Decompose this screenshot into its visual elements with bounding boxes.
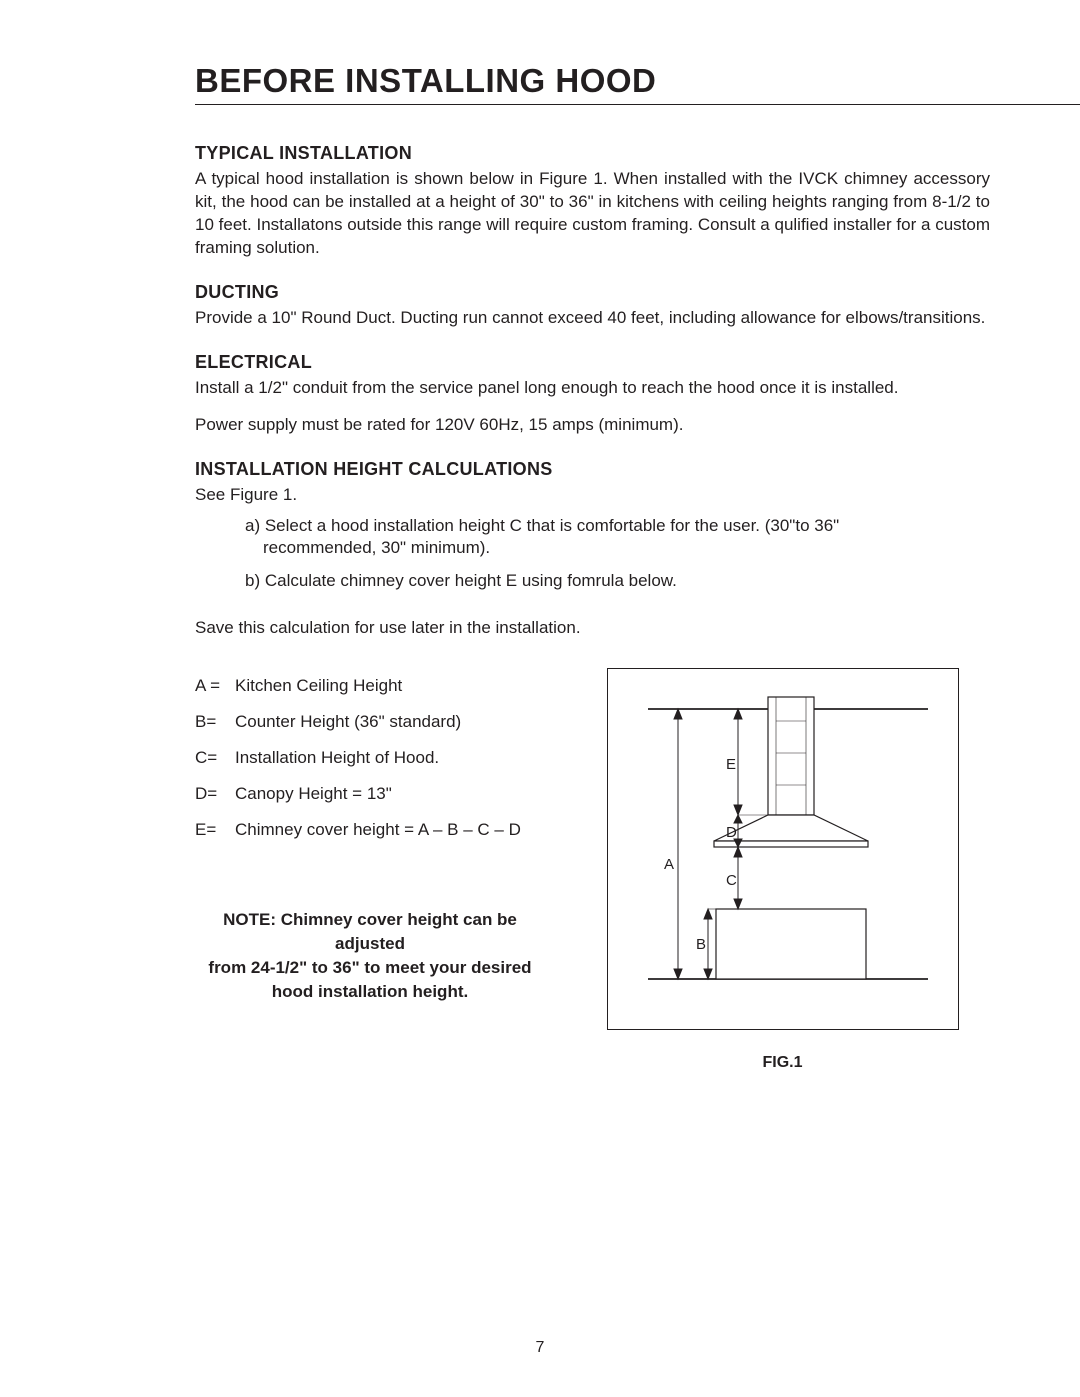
def-key: D=	[195, 776, 235, 812]
def-val: Canopy Height = 13"	[235, 776, 525, 812]
para-electrical-2: Power supply must be rated for 120V 60Hz…	[195, 414, 990, 437]
figure-caption: FIG.1	[575, 1054, 990, 1072]
def-row: E= Chimney cover height = A – B – C – D	[195, 812, 525, 848]
heading-typical: TYPICAL INSTALLATION	[195, 143, 990, 164]
fig-label-c: C	[726, 872, 737, 889]
para-ducting: Provide a 10" Round Duct. Ducting run ca…	[195, 307, 990, 330]
def-row: B= Counter Height (36" standard)	[195, 704, 525, 740]
def-row: A = Kitchen Ceiling Height	[195, 668, 525, 704]
para-typical: A typical hood installation is shown bel…	[195, 168, 990, 260]
note-line: hood installation height.	[195, 980, 545, 1004]
def-val: Kitchen Ceiling Height	[235, 668, 525, 704]
figure-svg: A B C	[608, 669, 958, 1029]
def-row: C= Installation Height of Hood.	[195, 740, 525, 776]
def-row: D= Canopy Height = 13"	[195, 776, 525, 812]
heading-electrical: ELECTRICAL	[195, 352, 990, 373]
def-key: C=	[195, 740, 235, 776]
calc-item-b: b) Calculate chimney cover height E usin…	[245, 570, 863, 593]
calc-item-a: a) Select a hood installation height C t…	[245, 515, 863, 561]
fig-label-a: A	[664, 856, 674, 873]
note-line: from 24-1/2" to 36" to meet your desired	[195, 956, 545, 980]
def-key: A =	[195, 668, 235, 704]
heading-calc: INSTALLATION HEIGHT CALCULATIONS	[195, 459, 990, 480]
fig-label-b: B	[696, 936, 706, 953]
def-val: Counter Height (36" standard)	[235, 704, 525, 740]
fig-label-e: E	[726, 756, 736, 773]
para-electrical-1: Install a 1/2" conduit from the service …	[195, 377, 990, 400]
def-val: Installation Height of Hood.	[235, 740, 525, 776]
def-val: Chimney cover height = A – B – C – D	[235, 812, 525, 848]
note-line: NOTE: Chimney cover height can be adjust…	[195, 908, 545, 956]
para-calc-intro: See Figure 1.	[195, 484, 990, 507]
def-key: E=	[195, 812, 235, 848]
heading-ducting: DUCTING	[195, 282, 990, 303]
para-calc-save: Save this calculation for use later in t…	[195, 617, 990, 640]
def-key: B=	[195, 704, 235, 740]
figure-1: A B C	[607, 668, 959, 1030]
title-rule	[195, 104, 1080, 105]
note-block: NOTE: Chimney cover height can be adjust…	[195, 908, 545, 1003]
page-number: 7	[0, 1339, 1080, 1357]
fig-label-d: D	[726, 824, 737, 841]
page-title: BEFORE INSTALLING HOOD	[195, 62, 990, 100]
definitions-block: A = Kitchen Ceiling Height B= Counter He…	[195, 668, 545, 1003]
calc-list: a) Select a hood installation height C t…	[245, 515, 990, 594]
